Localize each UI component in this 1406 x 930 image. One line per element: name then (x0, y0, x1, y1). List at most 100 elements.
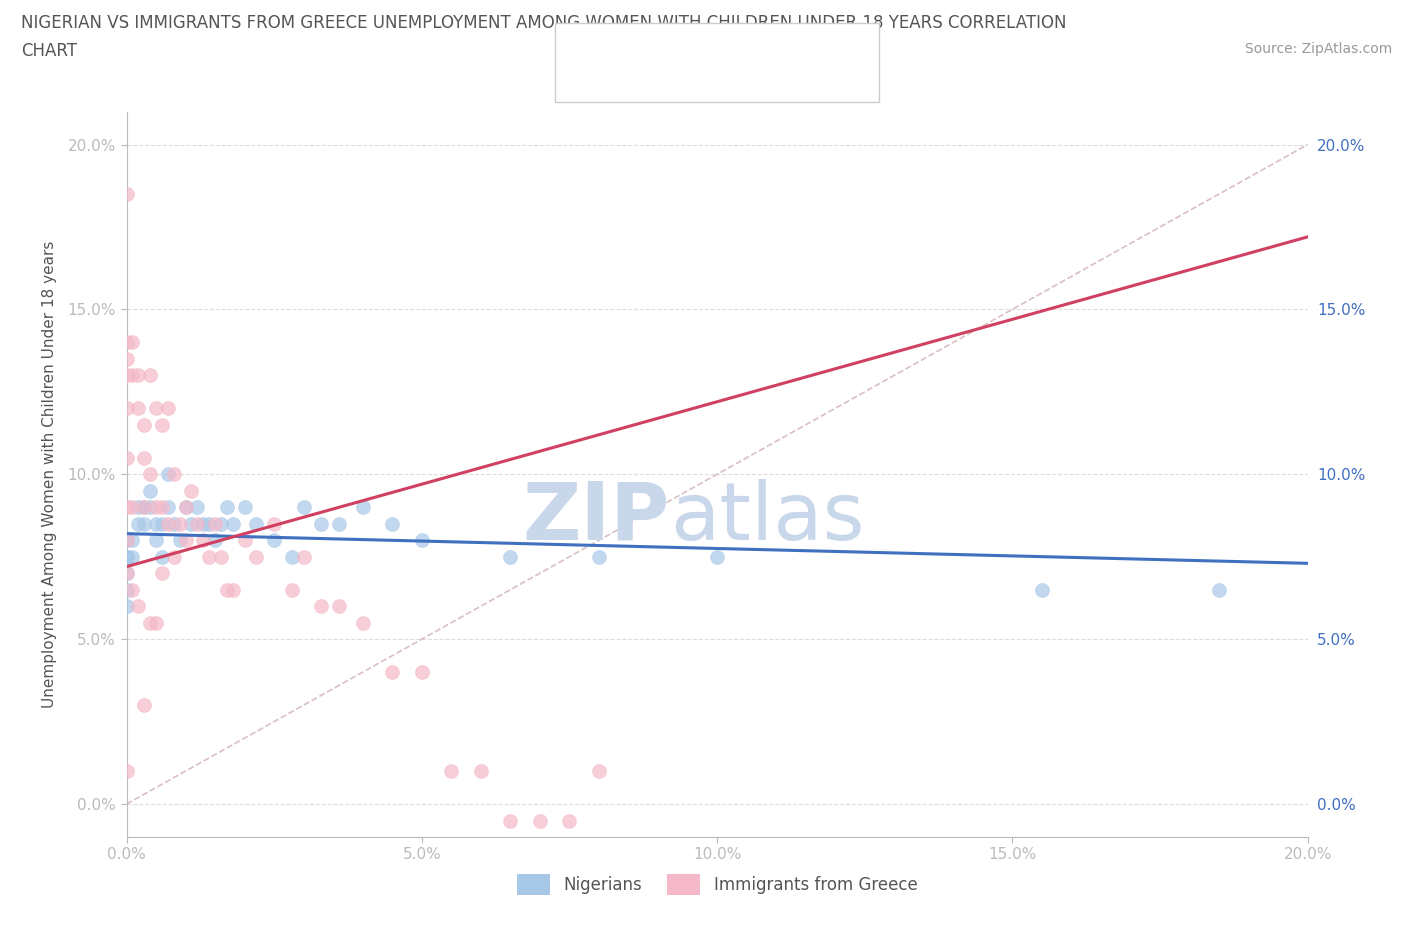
Point (150, 499, 173, 514)
Point (163, 550, 186, 565)
Text: CHART: CHART (21, 42, 77, 60)
Point (440, 764, 463, 778)
Point (139, 484, 162, 498)
Point (169, 516, 191, 531)
Point (145, 401, 167, 416)
Point (156, 499, 179, 514)
Point (204, 516, 226, 531)
Point (127, 368, 149, 383)
Point (209, 516, 232, 531)
Point (381, 665, 404, 680)
Point (263, 533, 285, 548)
Point (186, 499, 208, 514)
Y-axis label: Unemployment Among Women with Children Under 18 years: Unemployment Among Women with Children U… (42, 241, 56, 708)
Point (163, 467, 186, 482)
Point (115, 533, 138, 548)
Text: NIGERIAN VS IMMIGRANTS FROM GREECE UNEMPLOYMENT AMONG WOMEN WITH CHILDREN UNDER : NIGERIAN VS IMMIGRANTS FROM GREECE UNEMP… (21, 14, 1067, 32)
Point (134, 499, 156, 514)
Point (156, 516, 179, 531)
Point (115, 565, 138, 580)
Point (411, 665, 433, 680)
Point (121, 550, 143, 565)
Point (134, 418, 156, 432)
Point (127, 401, 149, 416)
Point (115, 582, 138, 597)
Point (150, 550, 173, 565)
Point (499, 550, 522, 565)
Point (588, 764, 610, 778)
Point (115, 550, 138, 565)
Point (215, 582, 238, 597)
Point (198, 550, 221, 565)
Point (352, 499, 374, 514)
Point (115, 499, 138, 514)
Point (145, 533, 167, 548)
Point (115, 368, 138, 383)
Point (174, 499, 197, 514)
Point (121, 368, 143, 383)
Point (292, 550, 315, 565)
Point (193, 516, 215, 531)
Point (121, 335, 143, 350)
Point (381, 516, 404, 531)
Point (169, 533, 191, 548)
Point (150, 516, 173, 531)
Text: atlas: atlas (669, 479, 865, 557)
Point (150, 418, 173, 432)
Point (1208, 582, 1230, 597)
Point (529, 813, 551, 828)
Point (186, 516, 208, 531)
Point (174, 533, 197, 548)
Point (134, 450, 156, 465)
Point (156, 401, 179, 416)
Point (281, 582, 304, 597)
Point (292, 499, 315, 514)
Point (180, 516, 202, 531)
Text: ■: ■ (579, 45, 598, 63)
Point (145, 616, 167, 631)
Point (328, 516, 350, 531)
Text: R =  0.299   N = 61: R = 0.299 N = 61 (607, 73, 797, 90)
Point (588, 550, 610, 565)
Point (411, 533, 433, 548)
Point (121, 499, 143, 514)
Point (233, 499, 256, 514)
Point (233, 533, 256, 548)
Point (156, 467, 179, 482)
Point (311, 516, 333, 531)
Point (328, 599, 350, 614)
Point (145, 499, 167, 514)
Point (352, 616, 374, 631)
Point (139, 467, 162, 482)
Text: R = -0.078   N = 46: R = -0.078 N = 46 (607, 45, 797, 62)
Point (115, 450, 138, 465)
Point (134, 499, 156, 514)
Point (134, 698, 156, 712)
Point (706, 550, 728, 565)
Point (127, 599, 149, 614)
Point (115, 187, 138, 202)
Text: ■: ■ (579, 73, 598, 91)
Point (127, 516, 149, 531)
Point (145, 516, 167, 531)
Point (215, 499, 238, 514)
Point (198, 516, 221, 531)
Point (115, 335, 138, 350)
Point (150, 565, 173, 580)
Point (222, 516, 245, 531)
Point (115, 764, 138, 778)
Legend: Nigerians, Immigrants from Greece: Nigerians, Immigrants from Greece (510, 868, 924, 901)
Point (139, 616, 162, 631)
Text: Source: ZipAtlas.com: Source: ZipAtlas.com (1244, 42, 1392, 56)
Point (115, 401, 138, 416)
Point (115, 533, 138, 548)
Point (115, 352, 138, 366)
Point (204, 533, 226, 548)
Point (139, 368, 162, 383)
Point (245, 550, 267, 565)
Point (281, 550, 304, 565)
Point (470, 764, 492, 778)
Point (311, 599, 333, 614)
Point (193, 533, 215, 548)
Point (121, 533, 143, 548)
